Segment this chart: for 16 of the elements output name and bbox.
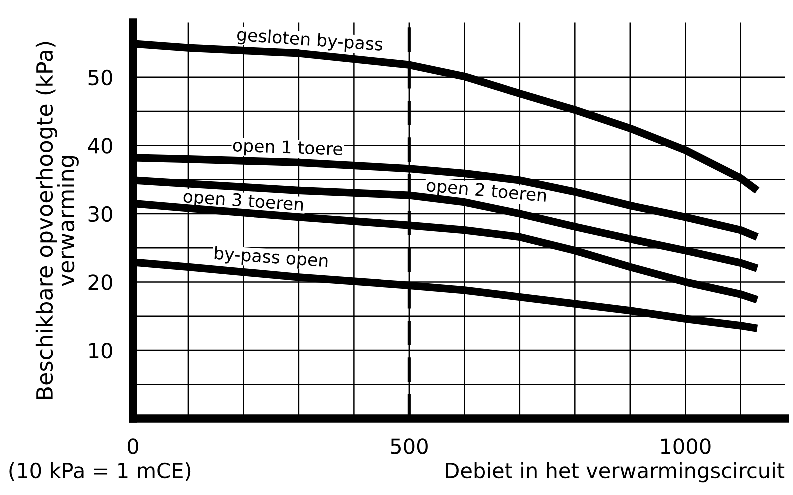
y-tick-label: 40 xyxy=(88,138,112,154)
series-label: by-pass open xyxy=(214,246,328,271)
series-label: open 1 toere xyxy=(233,138,343,160)
y-tick-label: 50 xyxy=(88,70,112,86)
y-axis-title: Beschikbare opvoerhoogte (kPa) verwarming xyxy=(36,42,79,400)
x-axis-title: Debiet in het verwarmingscircuit xyxy=(446,462,785,483)
y-tick-label: 10 xyxy=(90,342,112,359)
text: (10 kPa = 1 mCE) xyxy=(10,462,191,482)
y-tick-label: 20 xyxy=(88,274,112,290)
y-tick-label: 30 xyxy=(88,206,112,222)
series-label: gesloten by-pass xyxy=(236,28,384,54)
series-label: open 2 toeren xyxy=(426,178,547,206)
x-tick-label: 1000 xyxy=(661,438,711,454)
x-tick-label: 500 xyxy=(391,438,428,454)
x-tick-label: 0 xyxy=(128,438,138,454)
series-label: open 3 toeren xyxy=(183,190,304,215)
